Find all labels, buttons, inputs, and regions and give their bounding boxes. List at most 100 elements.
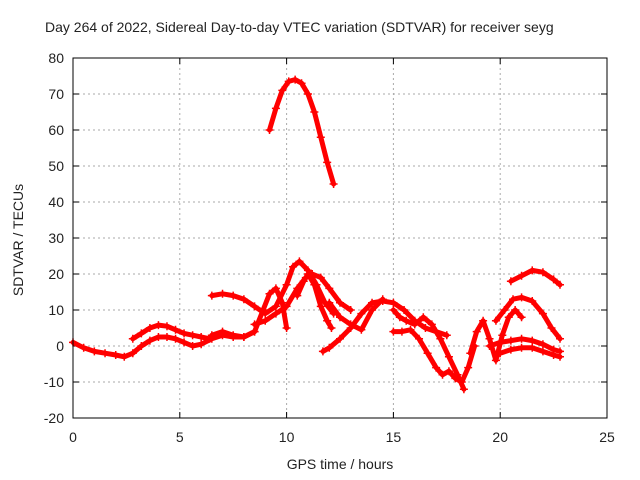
data-point: [128, 334, 137, 343]
data-point: [457, 378, 466, 386]
data-point: [239, 295, 248, 304]
series-arc-m: [496, 343, 565, 361]
data-point: [402, 316, 411, 325]
y-tick-label: 10: [48, 302, 64, 318]
data-point: [357, 309, 366, 318]
data-point: [336, 313, 344, 322]
data-point: [282, 302, 291, 311]
y-tick-label: 50: [48, 158, 64, 174]
data-point: [250, 302, 259, 311]
data-point: [282, 280, 291, 289]
data-point: [336, 298, 344, 307]
data-point: [111, 351, 120, 359]
data-point: [549, 275, 558, 284]
y-tick-label: 30: [48, 230, 64, 246]
data-point: [528, 266, 537, 275]
data-point: [271, 104, 280, 113]
data-point: [517, 313, 526, 322]
y-tick-label: -10: [44, 374, 64, 390]
data-point: [406, 325, 415, 334]
x-tick-label: 15: [386, 429, 402, 445]
series-arc-high-peak: [265, 75, 338, 188]
data-point: [303, 270, 312, 278]
data-point: [137, 329, 146, 338]
data-point: [291, 75, 300, 84]
data-point: [145, 324, 154, 332]
data-point: [278, 298, 287, 307]
data-point: [282, 324, 291, 332]
data-point: [549, 351, 558, 359]
data-point: [491, 356, 500, 365]
data-point: [316, 133, 325, 142]
data-point: [389, 298, 398, 307]
series-arc-j: [491, 293, 565, 343]
data-point: [284, 77, 293, 86]
data-point: [90, 347, 99, 356]
data-point: [218, 327, 227, 336]
data-point: [419, 313, 428, 322]
series-arc-i: [466, 306, 526, 365]
grid: [73, 58, 607, 418]
y-tick-label: 0: [56, 338, 64, 354]
series-arc-k: [506, 266, 565, 289]
data-point: [346, 306, 355, 314]
series-line: [508, 267, 563, 288]
data-point: [239, 333, 248, 341]
y-tick-label: 80: [48, 50, 64, 66]
data-point: [278, 86, 287, 95]
data-point: [229, 331, 238, 340]
data-point: [538, 268, 547, 277]
data-point: [250, 320, 259, 329]
y-tick-label: 70: [48, 86, 64, 102]
data-point: [464, 363, 473, 372]
data-point: [197, 340, 206, 349]
series-arc-a: [207, 257, 338, 318]
data-point: [310, 280, 319, 289]
data-point: [368, 298, 377, 307]
data-point: [325, 343, 334, 352]
data-point: [297, 79, 306, 88]
y-tick-label: 40: [48, 194, 64, 210]
data-point: [327, 324, 336, 332]
data-point: [389, 327, 398, 336]
data-point: [336, 334, 344, 343]
data-point: [207, 291, 216, 300]
series-line: [493, 294, 563, 342]
data-point: [500, 306, 509, 314]
data-point: [528, 343, 537, 352]
data-point: [451, 374, 460, 383]
data-point: [295, 257, 304, 266]
data-point: [261, 316, 270, 325]
data-point: [517, 334, 526, 343]
data-point: [496, 338, 505, 347]
data-point: [171, 325, 180, 334]
series-line: [320, 298, 450, 354]
data-point: [444, 367, 453, 376]
data-point: [162, 333, 171, 341]
data-point: [528, 336, 537, 345]
data-point: [556, 334, 565, 343]
data-point: [265, 126, 274, 134]
data-point: [323, 316, 332, 325]
data-point: [517, 343, 526, 352]
data-point: [496, 349, 505, 358]
data-point: [271, 309, 280, 318]
series-line: [390, 307, 467, 392]
axis-ticks: 0 5 10 15 20 25 -20 -10 0 10 20 30 40 50 60 70 80: [44, 50, 615, 445]
data-point: [427, 320, 436, 329]
data-point: [316, 302, 325, 311]
data-point: [316, 273, 325, 282]
data-point: [188, 331, 197, 340]
data-point: [154, 333, 163, 341]
data-point: [303, 90, 312, 98]
series-arc-l: [485, 334, 565, 356]
data-point: [137, 342, 146, 350]
data-point: [323, 158, 332, 167]
data-point: [154, 321, 163, 330]
data-point: [395, 313, 404, 322]
data-point: [506, 277, 515, 286]
data-point: [120, 352, 129, 361]
series-line: [326, 296, 386, 333]
data-point: [400, 306, 409, 314]
data-point: [397, 327, 406, 336]
